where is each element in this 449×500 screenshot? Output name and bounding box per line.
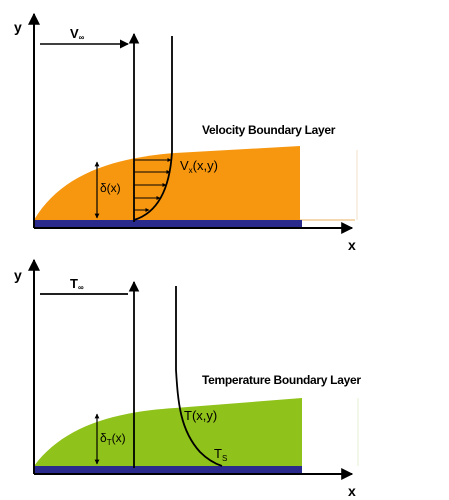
- velocity-panel: y x V∞ δ(x) Vx(x,y) Velocity Boundary La…: [14, 12, 358, 253]
- thermal-profile-label: T(x,y): [184, 408, 217, 423]
- velocity-profile-curve: [133, 36, 173, 221]
- velocity-profile-label: Vx(x,y): [180, 158, 218, 175]
- thermal-panel-title: Temperature Boundary Layer: [202, 373, 361, 387]
- velocity-x-axis-label: x: [348, 237, 356, 253]
- velocity-thickness-label: δ(x): [100, 181, 121, 195]
- thermal-profile-curve: [175, 286, 223, 467]
- velocity-panel-title: Velocity Boundary Layer: [202, 123, 336, 137]
- thermal-y-axis-label: y: [14, 267, 22, 283]
- thermal-freestream-label: T∞: [70, 276, 84, 292]
- velocity-plate: [34, 220, 302, 228]
- thermal-plate: [34, 466, 302, 474]
- thermal-surface-label: TS: [214, 446, 227, 463]
- thermal-panel: y x T∞ δT(x) T(x,y) TS Temperature Bound…: [14, 258, 362, 499]
- thermal-boundary-layer-region: [34, 398, 302, 466]
- thermal-x-axis-label: x: [348, 483, 356, 499]
- velocity-freestream-label: V∞: [70, 26, 85, 42]
- thermal-thickness-label: δT(x): [100, 431, 126, 447]
- velocity-y-axis-label: y: [14, 19, 22, 35]
